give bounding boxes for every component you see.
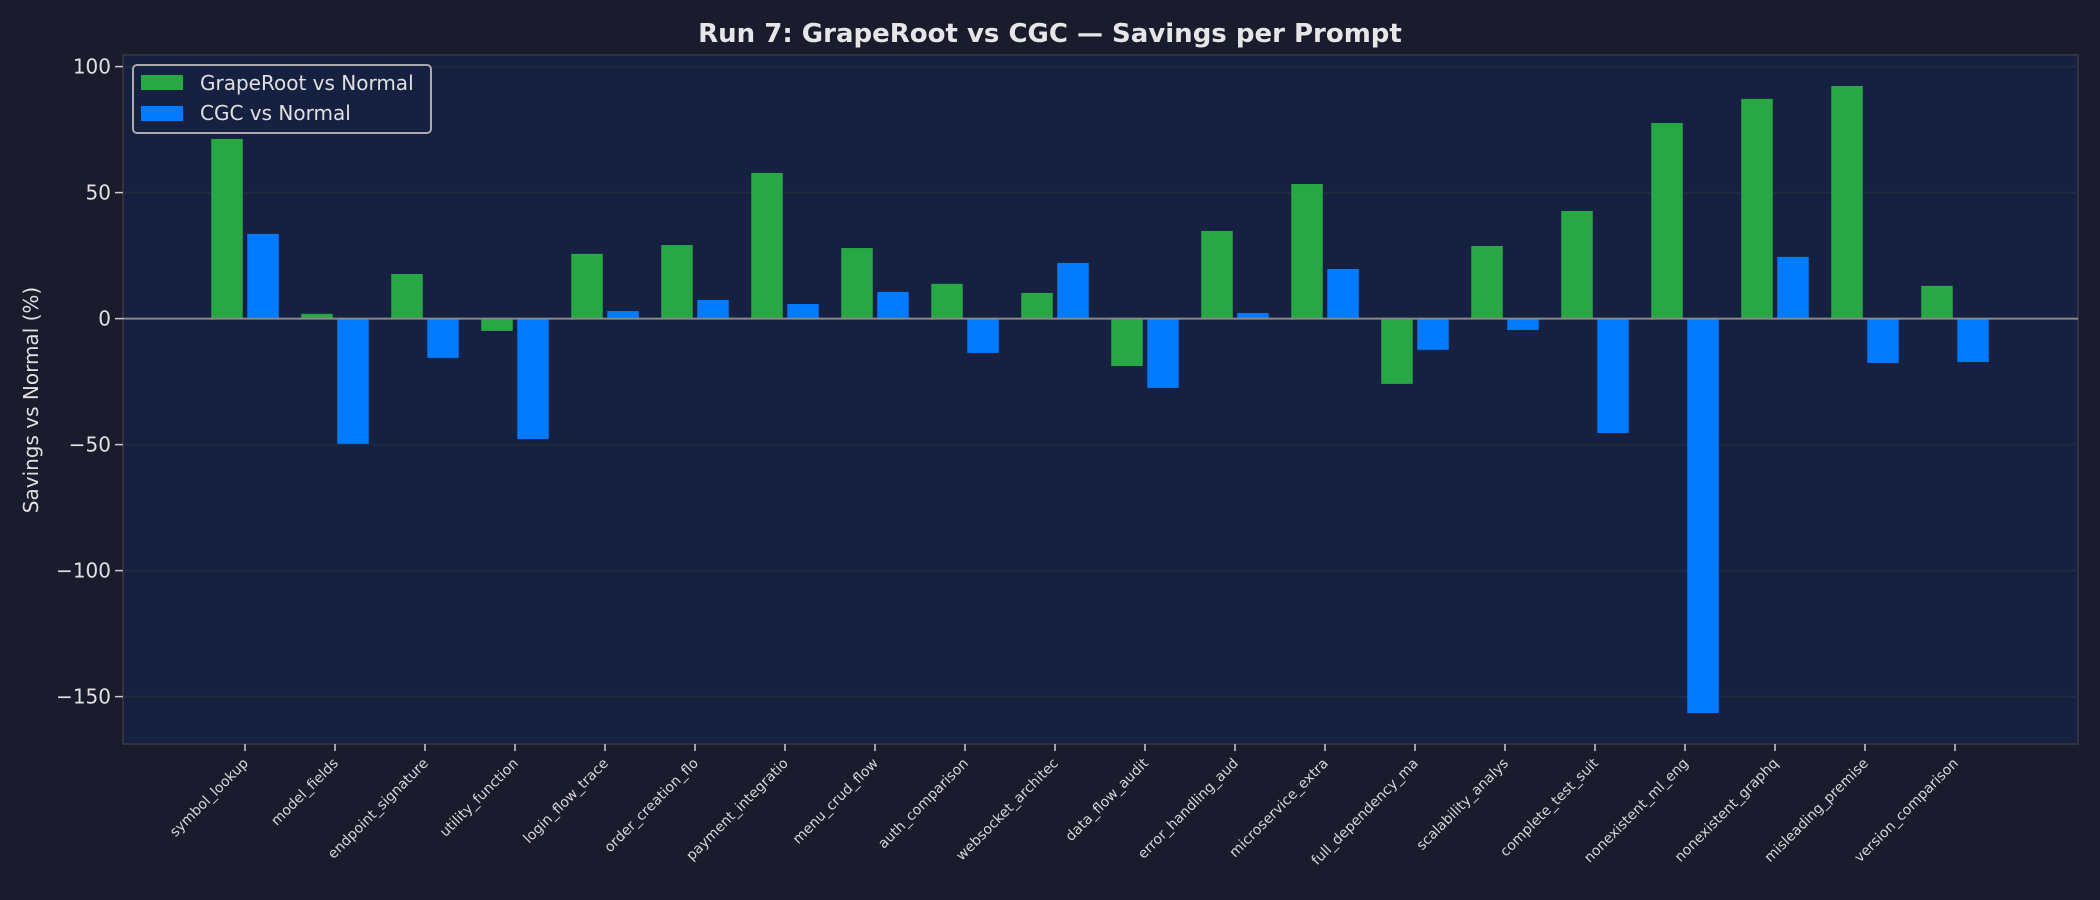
bar-graperoot-data_flow_audit [1111,318,1143,366]
bar-graperoot-login_flow_trace [571,253,603,319]
bar-graperoot-order_creation_flo [661,245,693,319]
bar-cgc-full_dependency_ma [1417,318,1449,350]
legend-swatch-cgc [141,106,183,121]
bar-graperoot-websocket_architec [1021,292,1053,319]
y-tick-label: −50 [69,433,111,457]
bar-cgc-auth_comparison [967,318,999,353]
bar-graperoot-nonexistent_ml_eng [1651,123,1683,319]
legend-label-graperoot: GrapeRoot vs Normal [200,71,414,95]
bar-graperoot-model_fields [301,313,333,319]
bar-cgc-nonexistent_graphq [1777,256,1809,319]
y-tick-label: 50 [86,181,111,205]
bar-graperoot-utility_function [481,318,513,331]
y-tick-label: −150 [56,685,111,709]
bar-graperoot-error_handling_aud [1201,230,1233,319]
bar-cgc-utility_function [517,318,549,440]
bar-cgc-misleading_premise [1867,318,1899,363]
y-tick-label: 0 [98,307,111,331]
bar-graperoot-scalability_analys [1471,246,1503,319]
bar-cgc-websocket_architec [1057,262,1089,319]
bar-graperoot-complete_test_suit [1561,210,1593,319]
bar-cgc-complete_test_suit [1597,318,1629,434]
bar-cgc-payment_integratio [787,303,819,319]
plot-area [122,54,2079,745]
bar-graperoot-version_comparison [1921,285,1953,319]
bar-graperoot-menu_crud_flow [841,248,873,319]
bar-cgc-microservice_extra [1327,268,1359,319]
bar-graperoot-full_dependency_ma [1381,318,1413,384]
y-axis-label: Savings vs Normal (%) [19,287,43,513]
bar-cgc-endpoint_signature [427,318,459,358]
bar-graperoot-payment_integratio [751,172,783,319]
bar-graperoot-nonexistent_graphq [1741,98,1773,319]
chart-title: Run 7: GrapeRoot vs CGC — Savings per Pr… [698,19,1402,49]
legend-box [132,64,432,134]
bars [211,85,1989,714]
bar-cgc-nonexistent_ml_eng [1687,318,1719,714]
bar-cgc-version_comparison [1957,318,1989,362]
bar-graperoot-microservice_extra [1291,184,1323,319]
bar-cgc-model_fields [337,318,369,444]
y-tick-label: 100 [73,55,111,79]
bar-graperoot-auth_comparison [931,283,963,319]
bar-cgc-error_handling_aud [1237,313,1269,319]
legend-swatch-graperoot [141,75,183,90]
legend-label-cgc: CGC vs Normal [200,101,351,125]
bar-graperoot-endpoint_signature [391,273,423,319]
bar-graperoot-symbol_lookup [211,138,243,319]
y-axis: −150 −100 −50 0 50 100 [56,55,123,709]
legend: GrapeRoot vs Normal CGC vs Normal [132,64,432,134]
y-tick-label: −100 [56,559,111,583]
bar-cgc-order_creation_flo [697,299,729,319]
bar-graperoot-misleading_premise [1831,85,1863,319]
bar-cgc-data_flow_audit [1147,318,1179,388]
bar-cgc-menu_crud_flow [877,291,909,319]
bar-cgc-login_flow_trace [607,311,639,319]
bar-cgc-symbol_lookup [247,233,279,319]
bar-cgc-scalability_analys [1507,318,1539,330]
